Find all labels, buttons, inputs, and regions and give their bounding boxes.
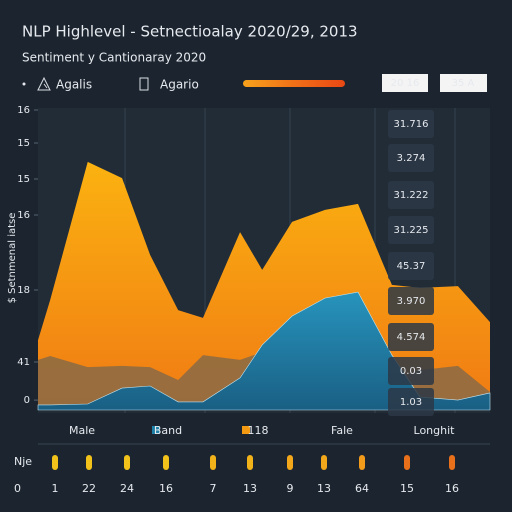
legend-label: Fale	[331, 424, 353, 437]
row-value: 24	[120, 482, 134, 495]
row-marker	[124, 455, 130, 470]
annotation: 3.274	[397, 153, 426, 164]
annotation: 45.37	[397, 261, 426, 272]
annotation-box	[388, 252, 434, 280]
row-value: 16	[159, 482, 173, 495]
header-item: Agario	[160, 78, 199, 92]
icon	[37, 76, 51, 91]
row-start: 0	[14, 482, 21, 495]
row-marker	[321, 455, 327, 470]
legend-label: Male	[69, 424, 95, 437]
y-tick-label: 16	[17, 210, 30, 221]
row-marker	[359, 455, 365, 470]
annotation-box	[388, 110, 434, 138]
row-marker	[210, 455, 216, 470]
row-value: 1	[52, 482, 59, 495]
annotation-box	[388, 216, 434, 244]
header-box	[382, 74, 428, 92]
annotation-box	[388, 323, 434, 351]
annotation: 0.03	[400, 366, 422, 377]
y-tick-label: 41	[17, 357, 30, 368]
annotation-box	[388, 287, 434, 315]
legend-swatch	[152, 426, 160, 434]
row-marker	[404, 455, 410, 470]
annotation: 4.574	[397, 332, 426, 343]
row-marker	[287, 455, 293, 470]
header-box-label: 35 A	[452, 78, 475, 89]
row-marker	[247, 455, 253, 470]
annotation-box	[388, 388, 434, 416]
row-value: 64	[355, 482, 369, 495]
gradient-bar	[243, 80, 345, 87]
y-tick-label: 18	[17, 285, 30, 296]
y-tick-label: 15	[17, 174, 30, 185]
legend-label: Longhit	[414, 424, 456, 437]
header-box	[440, 74, 487, 92]
legend-swatch	[242, 426, 250, 434]
legend-label: 118	[248, 424, 269, 437]
chart-title: NLP Highlevel - Setnectioalay 2020/29, 2…	[22, 23, 358, 41]
icon	[139, 77, 149, 91]
header-item: Agalis	[56, 78, 92, 92]
annotation: 31.716	[394, 119, 429, 130]
row-value: 22	[82, 482, 96, 495]
row-marker	[449, 455, 455, 470]
annotation: 31.225	[394, 225, 429, 236]
legend-label: Band	[154, 424, 182, 437]
annotation-box	[388, 357, 434, 385]
row-marker	[52, 455, 58, 470]
header-box-label: 20 16	[391, 78, 420, 89]
row-value: 15	[400, 482, 414, 495]
row-value: 13	[243, 482, 257, 495]
annotation: 1.03	[400, 397, 422, 408]
row-marker	[86, 455, 92, 470]
y-tick-label: 0	[24, 395, 30, 406]
row-value: 16	[445, 482, 459, 495]
dot	[22, 82, 26, 86]
row-value: 13	[317, 482, 331, 495]
y-tick-label: 15	[17, 138, 30, 149]
y-axis-label: $ Setnmenal iatse	[7, 213, 18, 304]
row-marker	[163, 455, 169, 470]
chart-subtitle: Sentiment y Cantionaray 2020	[22, 51, 206, 65]
row-label: Nje	[14, 455, 32, 468]
annotation: 31.222	[394, 190, 429, 201]
row-value: 7	[210, 482, 217, 495]
y-tick-label: 16	[17, 105, 30, 116]
area	[37, 291, 491, 411]
annotation-box	[388, 144, 434, 172]
annotation: 3.970	[397, 296, 426, 307]
annotation-box	[388, 181, 434, 209]
row-value: 9	[287, 482, 294, 495]
